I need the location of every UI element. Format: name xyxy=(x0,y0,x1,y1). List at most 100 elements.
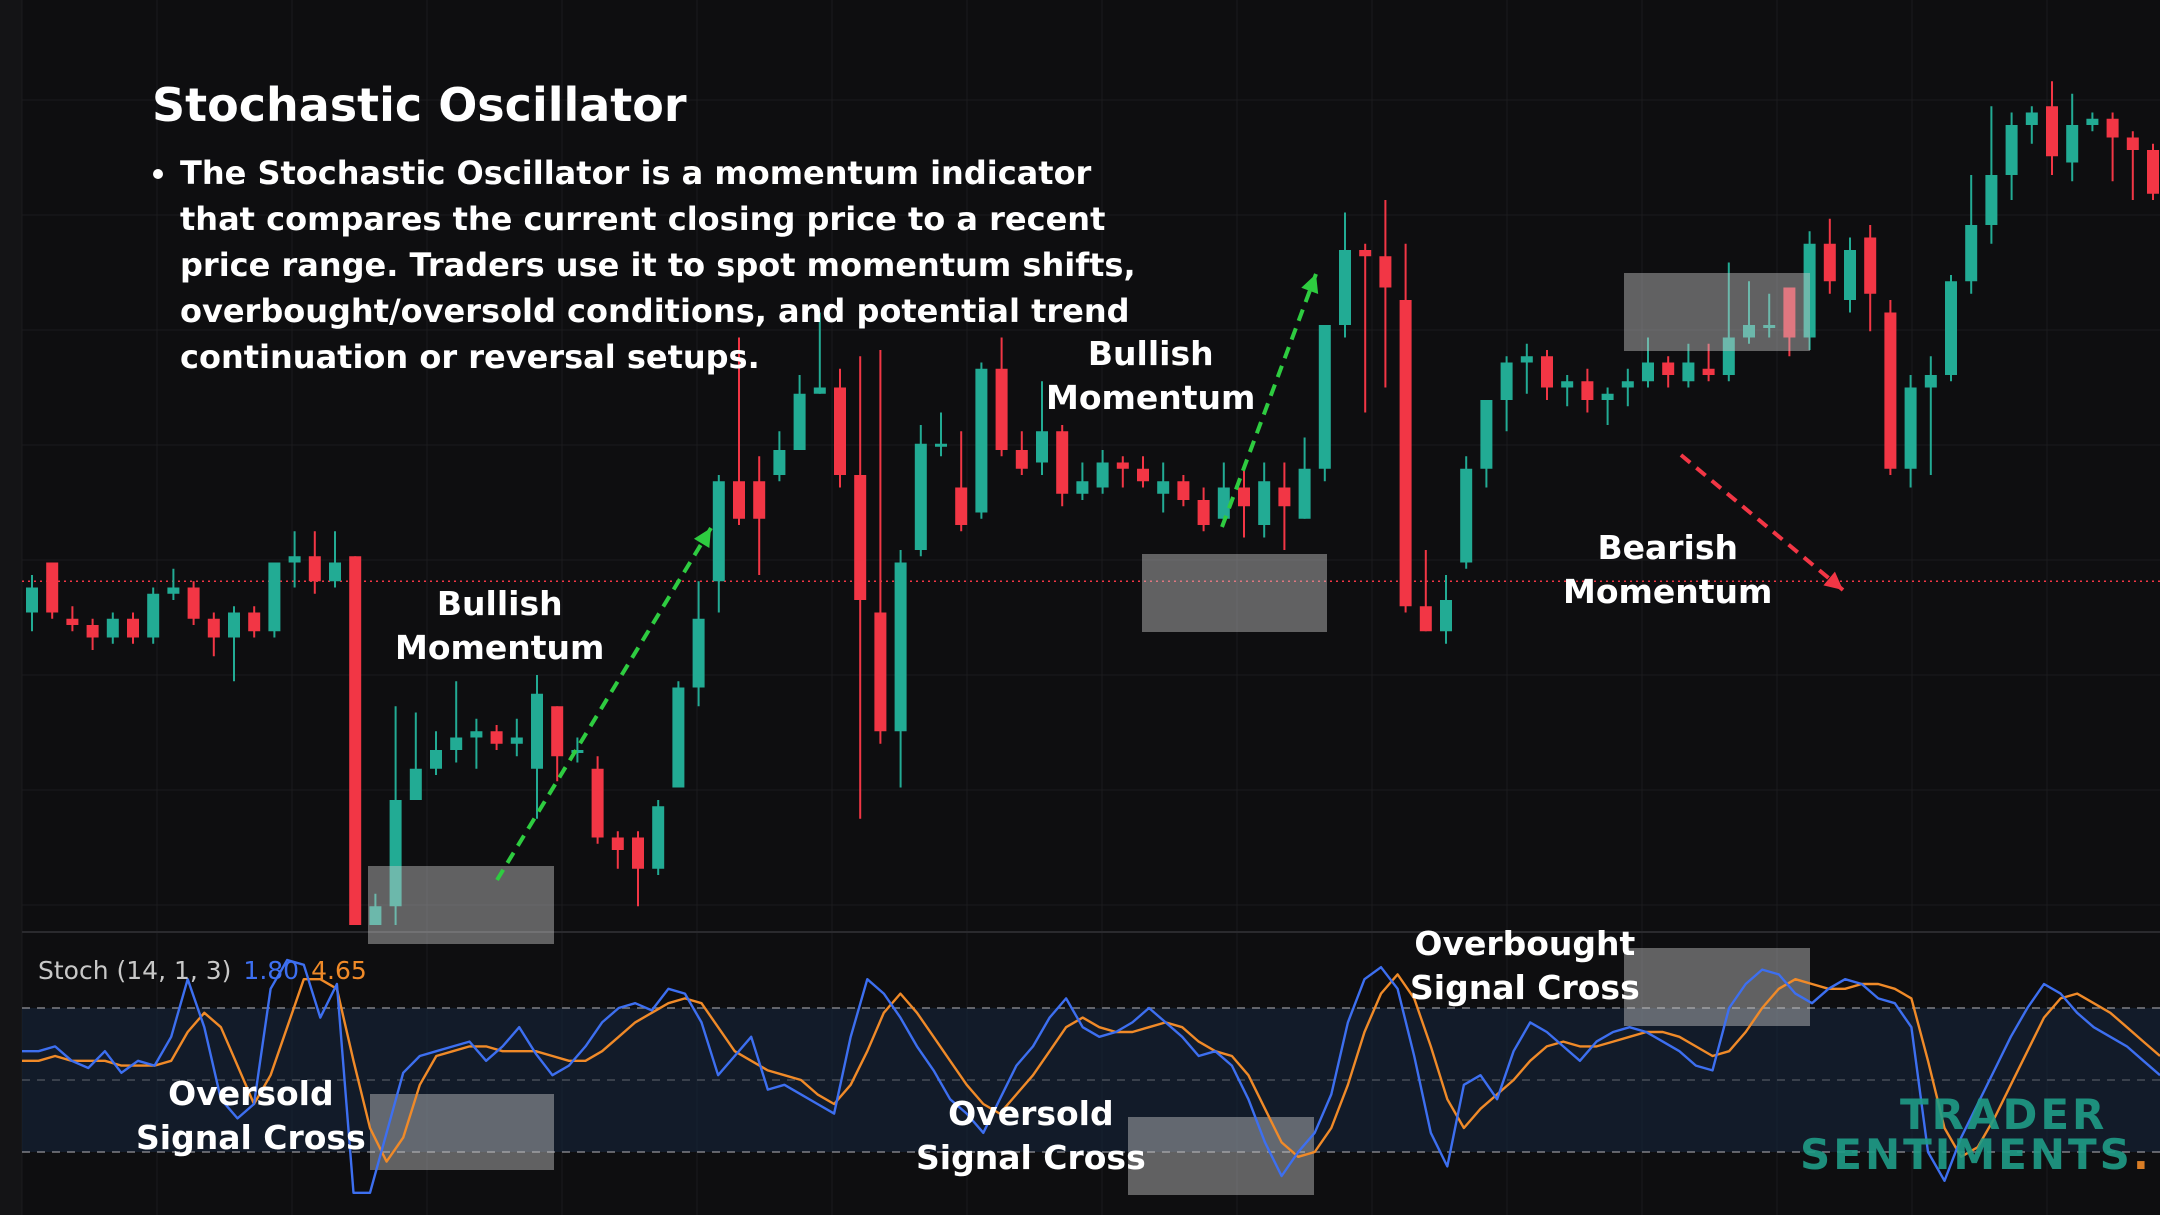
candle-body xyxy=(1015,450,1028,469)
candle-body xyxy=(26,587,38,613)
candle-body xyxy=(914,443,927,550)
candle-body xyxy=(248,612,261,632)
candle-body xyxy=(490,731,503,744)
candle-body xyxy=(551,706,564,757)
candle-body xyxy=(813,387,826,394)
annotation-bearish: Bearish Momentum xyxy=(1563,526,1772,614)
candle-body xyxy=(228,612,240,638)
highlight-box xyxy=(1128,1117,1314,1195)
candle-body xyxy=(510,737,523,744)
candle-body xyxy=(733,481,745,519)
candle-body xyxy=(1743,325,1755,338)
candle-body xyxy=(450,737,463,750)
trader-sentiments-logo: TRADER SENTIMENTS. xyxy=(1800,1094,2152,1176)
candle-body xyxy=(1763,325,1776,328)
candle-body xyxy=(1722,337,1735,375)
momentum-arrow-line xyxy=(1220,273,1318,528)
annotation-line: Bearish xyxy=(1597,528,1738,567)
candle-body xyxy=(66,618,79,625)
candle-body xyxy=(1278,487,1291,507)
candlesticks xyxy=(26,81,2159,925)
candle-body xyxy=(1440,600,1452,632)
candle-body xyxy=(1500,362,1513,400)
left-gutter xyxy=(0,0,22,1215)
highlight-box xyxy=(370,1094,554,1170)
stoch-d-value: 4.65 xyxy=(311,956,367,985)
annotation-line: Momentum xyxy=(1046,378,1256,417)
candle-body xyxy=(2106,118,2119,138)
momentum-arrowhead xyxy=(1823,571,1843,590)
highlight-box xyxy=(368,866,554,944)
annotation-oversold-2: Oversold Signal Cross xyxy=(916,1092,1146,1180)
candle-body xyxy=(1985,175,1998,225)
candle-body xyxy=(349,556,362,925)
annotation-line: Momentum xyxy=(1563,572,1773,611)
candle-body xyxy=(1803,243,1816,338)
candle-body xyxy=(187,587,200,619)
candle-body xyxy=(753,481,766,519)
candle-body xyxy=(1561,381,1574,388)
candle-body xyxy=(2025,112,2038,125)
candle-body xyxy=(531,693,543,769)
annotation-line: Bullish xyxy=(436,584,563,623)
candle-body xyxy=(672,687,685,788)
candle-body xyxy=(409,768,422,800)
candle-body xyxy=(1601,393,1614,400)
candle-body xyxy=(1520,356,1533,363)
stoch-label: Stoch (14, 1, 3) xyxy=(38,956,232,985)
candle-body xyxy=(854,475,867,600)
candle-body xyxy=(1480,400,1493,469)
candle-body xyxy=(935,443,947,447)
candle-body xyxy=(167,587,180,594)
candle-body xyxy=(1662,362,1675,375)
candle-body xyxy=(288,556,301,563)
annotation-line: Bullish xyxy=(1087,334,1214,373)
candle-body xyxy=(611,837,624,850)
candle-body xyxy=(1096,462,1109,488)
candle-body xyxy=(2046,106,2058,157)
logo-dot: . xyxy=(2132,1130,2152,1179)
candle-body xyxy=(1298,468,1311,519)
candle-body xyxy=(1702,368,1715,375)
logo-line-2-text: SENTIMENTS xyxy=(1800,1130,2133,1179)
candle-body xyxy=(1823,243,1836,282)
candle-body xyxy=(1379,256,1392,288)
annotation-oversold-1: Oversold Signal Cross xyxy=(136,1072,366,1160)
candle-body xyxy=(1137,468,1149,482)
candle-body xyxy=(268,562,281,632)
candle-body xyxy=(127,618,139,638)
candle-body xyxy=(712,481,725,582)
candle-body xyxy=(975,368,988,513)
candle-body xyxy=(1783,287,1796,338)
highlight-boxes xyxy=(368,273,1810,1195)
candle-body xyxy=(1945,281,1957,375)
candle-body xyxy=(1318,325,1331,469)
candle-body xyxy=(632,837,644,869)
candle-body xyxy=(1177,481,1190,500)
candle-body xyxy=(1460,468,1473,563)
candle-body xyxy=(1904,387,1917,469)
highlight-box xyxy=(1624,273,1810,351)
candle-body xyxy=(2086,118,2099,125)
candle-body xyxy=(1399,300,1412,607)
momentum-arrowhead xyxy=(693,528,711,549)
candle-body xyxy=(1884,312,1897,469)
candle-body xyxy=(2066,125,2079,163)
stoch-lines xyxy=(22,958,2160,1195)
highlight-box xyxy=(1142,554,1327,632)
logo-line-2: SENTIMENTS. xyxy=(1800,1134,2152,1176)
annotation-line: Signal Cross xyxy=(136,1118,366,1157)
candle-body xyxy=(470,731,483,738)
candle-body xyxy=(1036,431,1048,463)
candle-body xyxy=(1541,356,1553,388)
candle-body xyxy=(1581,381,1594,400)
candle-body xyxy=(106,618,119,638)
annotation-line: Oversold xyxy=(948,1094,1114,1133)
candle-body xyxy=(894,562,907,732)
candle-body xyxy=(652,806,665,869)
description-text: The Stochastic Oscillator is a momentum … xyxy=(180,150,1150,380)
candle-body xyxy=(207,618,220,638)
description: The Stochastic Oscillator is a momentum … xyxy=(150,150,1150,380)
candle-body xyxy=(955,487,968,525)
candle-body xyxy=(874,612,887,732)
